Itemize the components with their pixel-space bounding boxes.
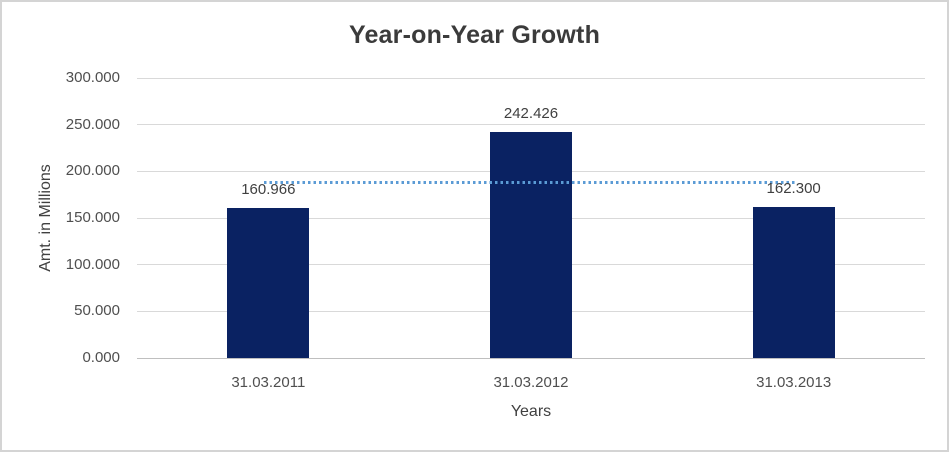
- y-axis-title: Amt. in Millions: [37, 164, 54, 272]
- average-trendline[interactable]: [264, 180, 795, 184]
- y-tick-label: 150.000: [65, 209, 120, 226]
- data-label: 162.300: [766, 179, 821, 197]
- data-label: 242.426: [503, 104, 559, 122]
- bar[interactable]: [752, 206, 835, 358]
- x-category-label: 31.03.2012: [493, 374, 569, 391]
- y-tick-label: 300.000: [65, 69, 120, 86]
- y-tick-label: 50.000: [74, 302, 120, 320]
- y-tick-label: 0.000: [82, 349, 120, 366]
- x-axis-title: Years: [510, 403, 552, 420]
- x-category-label: 31.03.2013: [756, 374, 832, 391]
- y-tick-label: 250.000: [65, 115, 120, 133]
- gridline: [137, 77, 925, 79]
- chart-title: Year-on-Year Growth: [348, 21, 601, 49]
- y-tick-label: 200.000: [65, 162, 120, 180]
- bar[interactable]: [490, 131, 572, 358]
- data-label: 160.966: [241, 180, 296, 198]
- gridline: [137, 124, 925, 126]
- y-tick-label: 100.000: [65, 255, 120, 273]
- x-axis-line: [137, 357, 925, 359]
- bar[interactable]: [227, 207, 310, 358]
- x-category-label: 31.03.2011: [231, 374, 306, 391]
